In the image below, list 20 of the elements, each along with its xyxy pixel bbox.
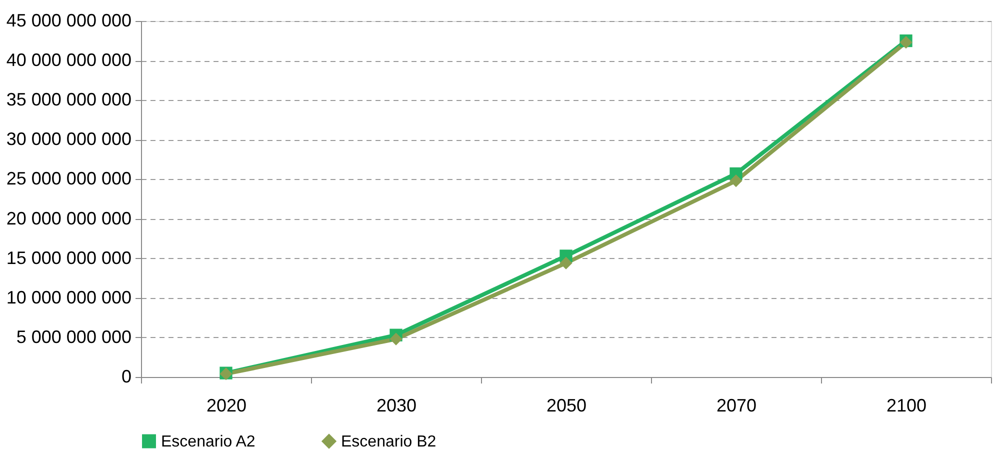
y-tick-label: 20 000 000 000 xyxy=(6,208,132,228)
y-tick-label: 45 000 000 000 xyxy=(6,10,132,30)
legend-label: Escenario B2 xyxy=(341,433,436,450)
point xyxy=(560,256,572,270)
y-tick-label: 5 000 000 000 xyxy=(16,326,132,347)
y-tick-label: 0 xyxy=(121,366,132,386)
x-tick-label: 2070 xyxy=(716,396,757,416)
y-tick-label: 30 000 000 000 xyxy=(6,129,132,150)
x-tick-label: 2100 xyxy=(886,396,927,416)
y-tick-label: 15 000 000 000 xyxy=(6,248,132,268)
x-tick-label: 2030 xyxy=(376,396,417,416)
x-tick-label: 2020 xyxy=(206,396,247,416)
x-tick-label: 2050 xyxy=(546,396,587,416)
point xyxy=(390,332,402,346)
legend-label: Escenario A2 xyxy=(161,433,256,450)
y-tick-label: 35 000 000 000 xyxy=(6,90,132,110)
y-tick-label: 40 000 000 000 xyxy=(6,50,132,70)
point xyxy=(730,174,742,188)
y-tick-label: 25 000 000 000 xyxy=(6,168,132,189)
y-tick-label: 10 000 000 000 xyxy=(6,287,132,308)
